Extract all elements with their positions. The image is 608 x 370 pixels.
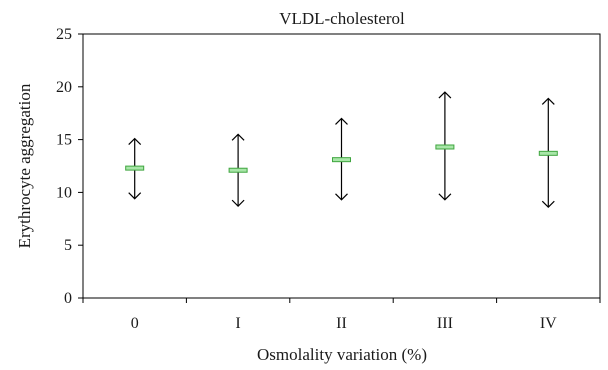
data-marks: [125, 91, 558, 209]
x-axis-ticks: 0 I II III IV: [82, 298, 601, 332]
error-bar-lower-arrow: [128, 192, 142, 200]
x-tick-label: IV: [540, 315, 557, 332]
mean-marker: [538, 150, 558, 156]
error-bar-upper-arrow: [231, 133, 245, 141]
error-bar-lower-arrow: [231, 199, 245, 207]
error-bar-upper-arrow: [335, 117, 348, 125]
plot-frame: [82, 33, 601, 299]
x-tick-label: II: [336, 315, 347, 332]
y-tick-label: 0: [64, 290, 72, 307]
y-tick-label: 5: [64, 237, 72, 254]
y-tick-label: 10: [56, 184, 72, 201]
error-bar-lower-arrow: [438, 193, 452, 201]
mean-marker: [125, 165, 145, 171]
y-axis-label: Erythrocyte aggregation: [15, 83, 34, 248]
y-tick-label: 25: [56, 26, 72, 43]
y-tick-label: 15: [56, 132, 72, 149]
mean-marker: [332, 157, 351, 163]
error-bar-upper-arrow: [128, 137, 142, 145]
chart-title: VLDL-cholesterol: [279, 9, 405, 28]
error-bar-upper-arrow: [438, 91, 452, 99]
error-bar-lower-arrow: [541, 200, 555, 209]
mean-marker: [228, 167, 248, 173]
x-tick-label: III: [437, 315, 453, 332]
mean-marker: [435, 144, 455, 150]
error-bar-lower-arrow: [335, 193, 348, 201]
x-axis-label: Osmolality variation (%): [257, 345, 427, 364]
x-tick-label: 0: [131, 315, 139, 332]
y-tick-label: 20: [56, 79, 72, 96]
error-bar-upper-arrow: [541, 97, 555, 105]
x-tick-label: I: [235, 315, 240, 332]
y-axis-ticks: 0 5 10 15 20 25: [56, 26, 83, 307]
